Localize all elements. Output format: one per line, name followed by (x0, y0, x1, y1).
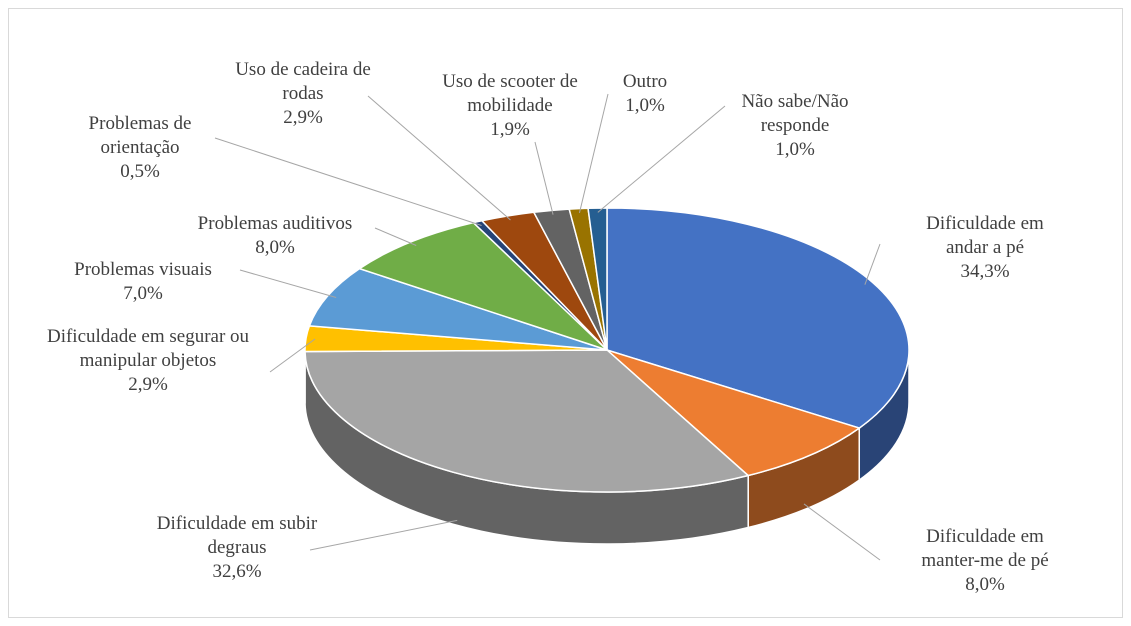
data-label: Uso de cadeira de rodas 2,9% (228, 58, 378, 130)
value-label: 2,9% (128, 374, 168, 395)
data-label: Outro 1,0% (600, 70, 690, 118)
leader-line (864, 243, 881, 285)
data-label: Uso de scooter de mobilidade 1,9% (420, 70, 600, 142)
category-label: Dificuldade em subir degraus (156, 513, 318, 558)
leader-line (803, 503, 881, 561)
data-label: Dificuldade em andar a pé 34,3% (905, 212, 1065, 284)
leader-line (269, 338, 316, 373)
value-label: 8,0% (965, 574, 1005, 595)
leader-line (239, 269, 337, 299)
value-label: 1,0% (775, 139, 815, 160)
pie-slice (308, 267, 608, 351)
value-label: 34,3% (960, 261, 1010, 282)
data-label: Problemas auditivos 8,0% (160, 212, 390, 260)
leader-line (597, 105, 726, 213)
leader-line (214, 137, 482, 227)
leader-line (374, 227, 417, 246)
data-label: Dificuldade em subir degraus 32,6% (152, 512, 322, 584)
leader-line (534, 141, 554, 215)
value-label: 2,9% (283, 107, 323, 128)
leader-line (578, 93, 609, 213)
data-label: Problemas visuais 7,0% (38, 258, 248, 306)
chart-border (8, 8, 1123, 618)
leader-line (309, 519, 458, 551)
data-label: Problemas de orientação 0,5% (70, 112, 210, 184)
category-label: Dificuldade em segurar ou manipular obje… (46, 326, 250, 371)
value-label: 32,6% (212, 561, 262, 582)
value-label: 0,5% (120, 161, 160, 182)
data-label: Dificuldade em segurar ou manipular obje… (36, 325, 261, 397)
pie-slice (304, 349, 750, 493)
pie-slice (587, 207, 608, 351)
category-label: Problemas visuais (74, 259, 212, 280)
value-label: 1,9% (490, 119, 530, 140)
leader-line (367, 95, 511, 221)
data-label: Dificuldade em manter-me de pé 8,0% (898, 525, 1073, 597)
category-label: Outro (622, 71, 668, 92)
value-label: 7,0% (123, 283, 163, 304)
category-label: Uso de scooter de mobilidade (442, 71, 578, 116)
category-label: Problemas de orientação (88, 113, 192, 158)
pie-slice (357, 221, 608, 351)
category-label: Dificuldade em andar a pé (926, 213, 1044, 258)
category-label: Uso de cadeira de rodas (235, 59, 371, 104)
pie-slice (606, 349, 861, 477)
category-label: Problemas auditivos (197, 213, 353, 234)
category-label: Não sabe/Não responde (741, 91, 849, 136)
value-label: 1,0% (625, 95, 665, 116)
category-label: Dificuldade em manter-me de pé (921, 526, 1049, 571)
data-label: Não sabe/Não responde 1,0% (725, 90, 865, 162)
value-label: 8,0% (255, 237, 295, 258)
